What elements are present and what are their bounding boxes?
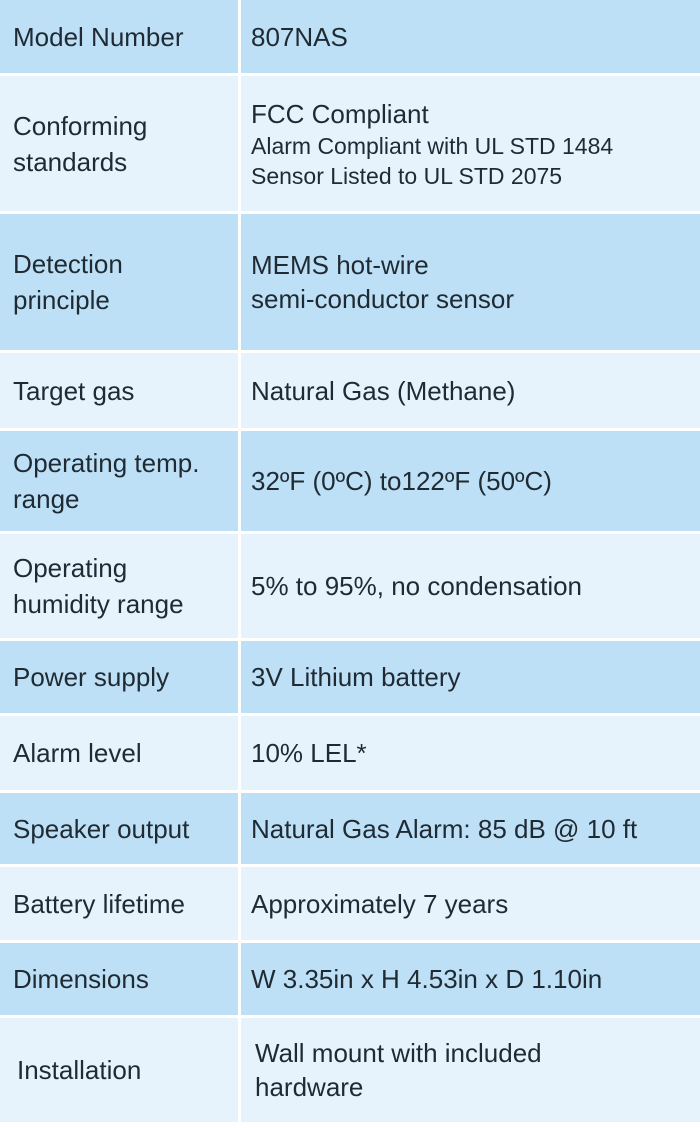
spec-value-line: Sensor Listed to UL STD 2075 [251, 162, 563, 189]
spec-label: Conforming standards [0, 76, 238, 211]
spec-value-line: 3V Lithium battery [251, 662, 461, 692]
table-row: Battery lifetime Approximately 7 years [0, 867, 700, 940]
table-row: Operating temp. range 32ºF (0ºC) to122ºF … [0, 431, 700, 531]
spec-value: Natural Gas Alarm: 85 dB @ 10 ft [241, 793, 700, 864]
spec-value-line: semi-conductor sensor [251, 284, 514, 314]
spec-label: Detection principle [0, 214, 238, 350]
table-row: Alarm level 10% LEL* [0, 716, 700, 790]
spec-value-line: 10% LEL* [251, 738, 367, 768]
table-row: Detection principle MEMS hot-wire semi-con… [0, 214, 700, 350]
spec-value: 807NAS [241, 0, 700, 73]
spec-value: 32ºF (0ºC) to122ºF (50ºC) [241, 431, 700, 531]
spec-label: Installation [0, 1018, 238, 1122]
spec-value: W 3.35in x H 4.53in x D 1.10in [241, 943, 700, 1015]
table-row: Conforming standards FCC Compliant Alarm C… [0, 76, 700, 211]
spec-value-line: Natural Gas (Methane) [251, 375, 516, 406]
spec-value: 5% to 95%, no condensation [241, 534, 700, 638]
table-row: Installation Wall mount with included hard… [0, 1018, 700, 1122]
spec-value-line: W 3.35in x H 4.53in x D 1.10in [251, 964, 603, 994]
spec-value-line: Approximately 7 years [251, 888, 509, 919]
table-row: Model Number 807NAS [0, 0, 700, 73]
table-row: Dimensions W 3.35in x H 4.53in x D 1.10in [0, 943, 700, 1015]
spec-value-line: MEMS hot-wire [251, 250, 429, 280]
spec-label: Dimensions [0, 943, 238, 1015]
spec-value-line: 807NAS [251, 21, 348, 52]
spec-value-line: Alarm Compliant with UL STD 1484 [251, 132, 614, 159]
spec-label: Operating humidity range [0, 534, 238, 638]
spec-value: FCC Compliant Alarm Compliant with UL STD… [241, 76, 700, 211]
spec-value: MEMS hot-wire semi-conductor sensor [241, 214, 700, 350]
spec-value-line: 32ºF (0ºC) to122ºF (50ºC) [251, 466, 552, 496]
spec-value: Natural Gas (Methane) [241, 353, 700, 428]
table-row: Speaker output Natural Gas Alarm: 85 dB @… [0, 793, 700, 864]
spec-value-line: Wall mount with included [255, 1038, 542, 1068]
spec-value: 3V Lithium battery [241, 641, 700, 713]
spec-label: Alarm level [0, 716, 238, 790]
spec-value-line: 5% to 95%, no condensation [251, 571, 583, 601]
spec-label: Target gas [0, 353, 238, 428]
spec-value: Wall mount with included hardware [241, 1018, 700, 1122]
spec-label: Model Number [0, 0, 238, 73]
spec-value-line: hardware [255, 1072, 364, 1102]
table-row: Operating humidity range 5% to 95%, no co… [0, 534, 700, 638]
spec-value: Approximately 7 years [241, 867, 700, 940]
spec-label: Operating temp. range [0, 431, 238, 531]
spec-value: 10% LEL* [241, 716, 700, 790]
spec-value-line: Natural Gas Alarm: 85 dB @ 10 ft [251, 813, 638, 844]
spec-label: Power supply [0, 641, 238, 713]
spec-value-line: FCC Compliant [251, 98, 429, 129]
spec-label: Speaker output [0, 793, 238, 864]
table-row: Target gas Natural Gas (Methane) [0, 353, 700, 428]
table-row: Power supply 3V Lithium battery [0, 641, 700, 713]
spec-label: Battery lifetime [0, 867, 238, 940]
